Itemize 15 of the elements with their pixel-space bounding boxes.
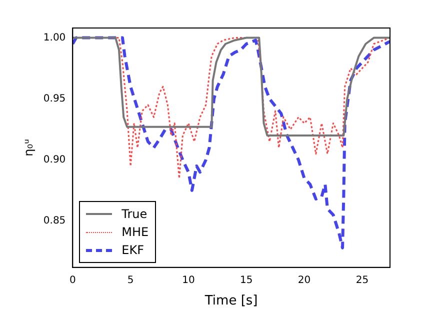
- y-tick-label: 0.95: [43, 93, 66, 104]
- x-tick-label: 0: [69, 274, 76, 286]
- x-tick-label: 15: [240, 274, 253, 286]
- x-tick-label: 20: [298, 274, 311, 286]
- x-tick-label: 25: [356, 274, 369, 286]
- y-tick-label: 0.90: [43, 154, 66, 166]
- x-axis-title: Time [s]: [204, 294, 258, 309]
- y-axis-title: η₀ᵘ: [21, 138, 36, 156]
- x-tick-label: 10: [182, 274, 195, 286]
- y-tick-label: 1.00: [43, 32, 66, 44]
- x-tick-label: 5: [127, 274, 134, 286]
- legend-label: MHE: [122, 225, 149, 240]
- legend-label: True: [122, 207, 148, 222]
- legend-label: EKF: [122, 243, 144, 258]
- y-tick-label: 0.85: [43, 216, 66, 227]
